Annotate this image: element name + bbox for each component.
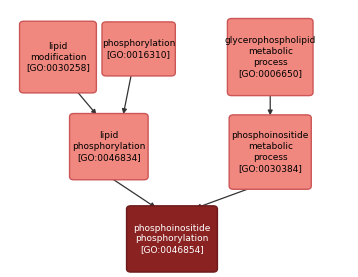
Text: phosphoinositide
metabolic
process
[GO:0030384]: phosphoinositide metabolic process [GO:0…	[232, 132, 309, 173]
FancyBboxPatch shape	[69, 114, 148, 180]
FancyBboxPatch shape	[229, 115, 311, 189]
Text: lipid
modification
[GO:0030258]: lipid modification [GO:0030258]	[26, 42, 90, 72]
FancyBboxPatch shape	[20, 21, 96, 93]
FancyBboxPatch shape	[102, 22, 175, 76]
Text: phosphoinositide
phosphorylation
[GO:0046854]: phosphoinositide phosphorylation [GO:004…	[133, 224, 211, 254]
Text: lipid
phosphorylation
[GO:0046834]: lipid phosphorylation [GO:0046834]	[72, 131, 145, 162]
FancyBboxPatch shape	[227, 19, 313, 96]
FancyBboxPatch shape	[126, 206, 217, 272]
Text: phosphorylation
[GO:0016310]: phosphorylation [GO:0016310]	[102, 39, 175, 59]
Text: glycerophospholipid
metabolic
process
[GO:0006650]: glycerophospholipid metabolic process [G…	[224, 37, 316, 78]
